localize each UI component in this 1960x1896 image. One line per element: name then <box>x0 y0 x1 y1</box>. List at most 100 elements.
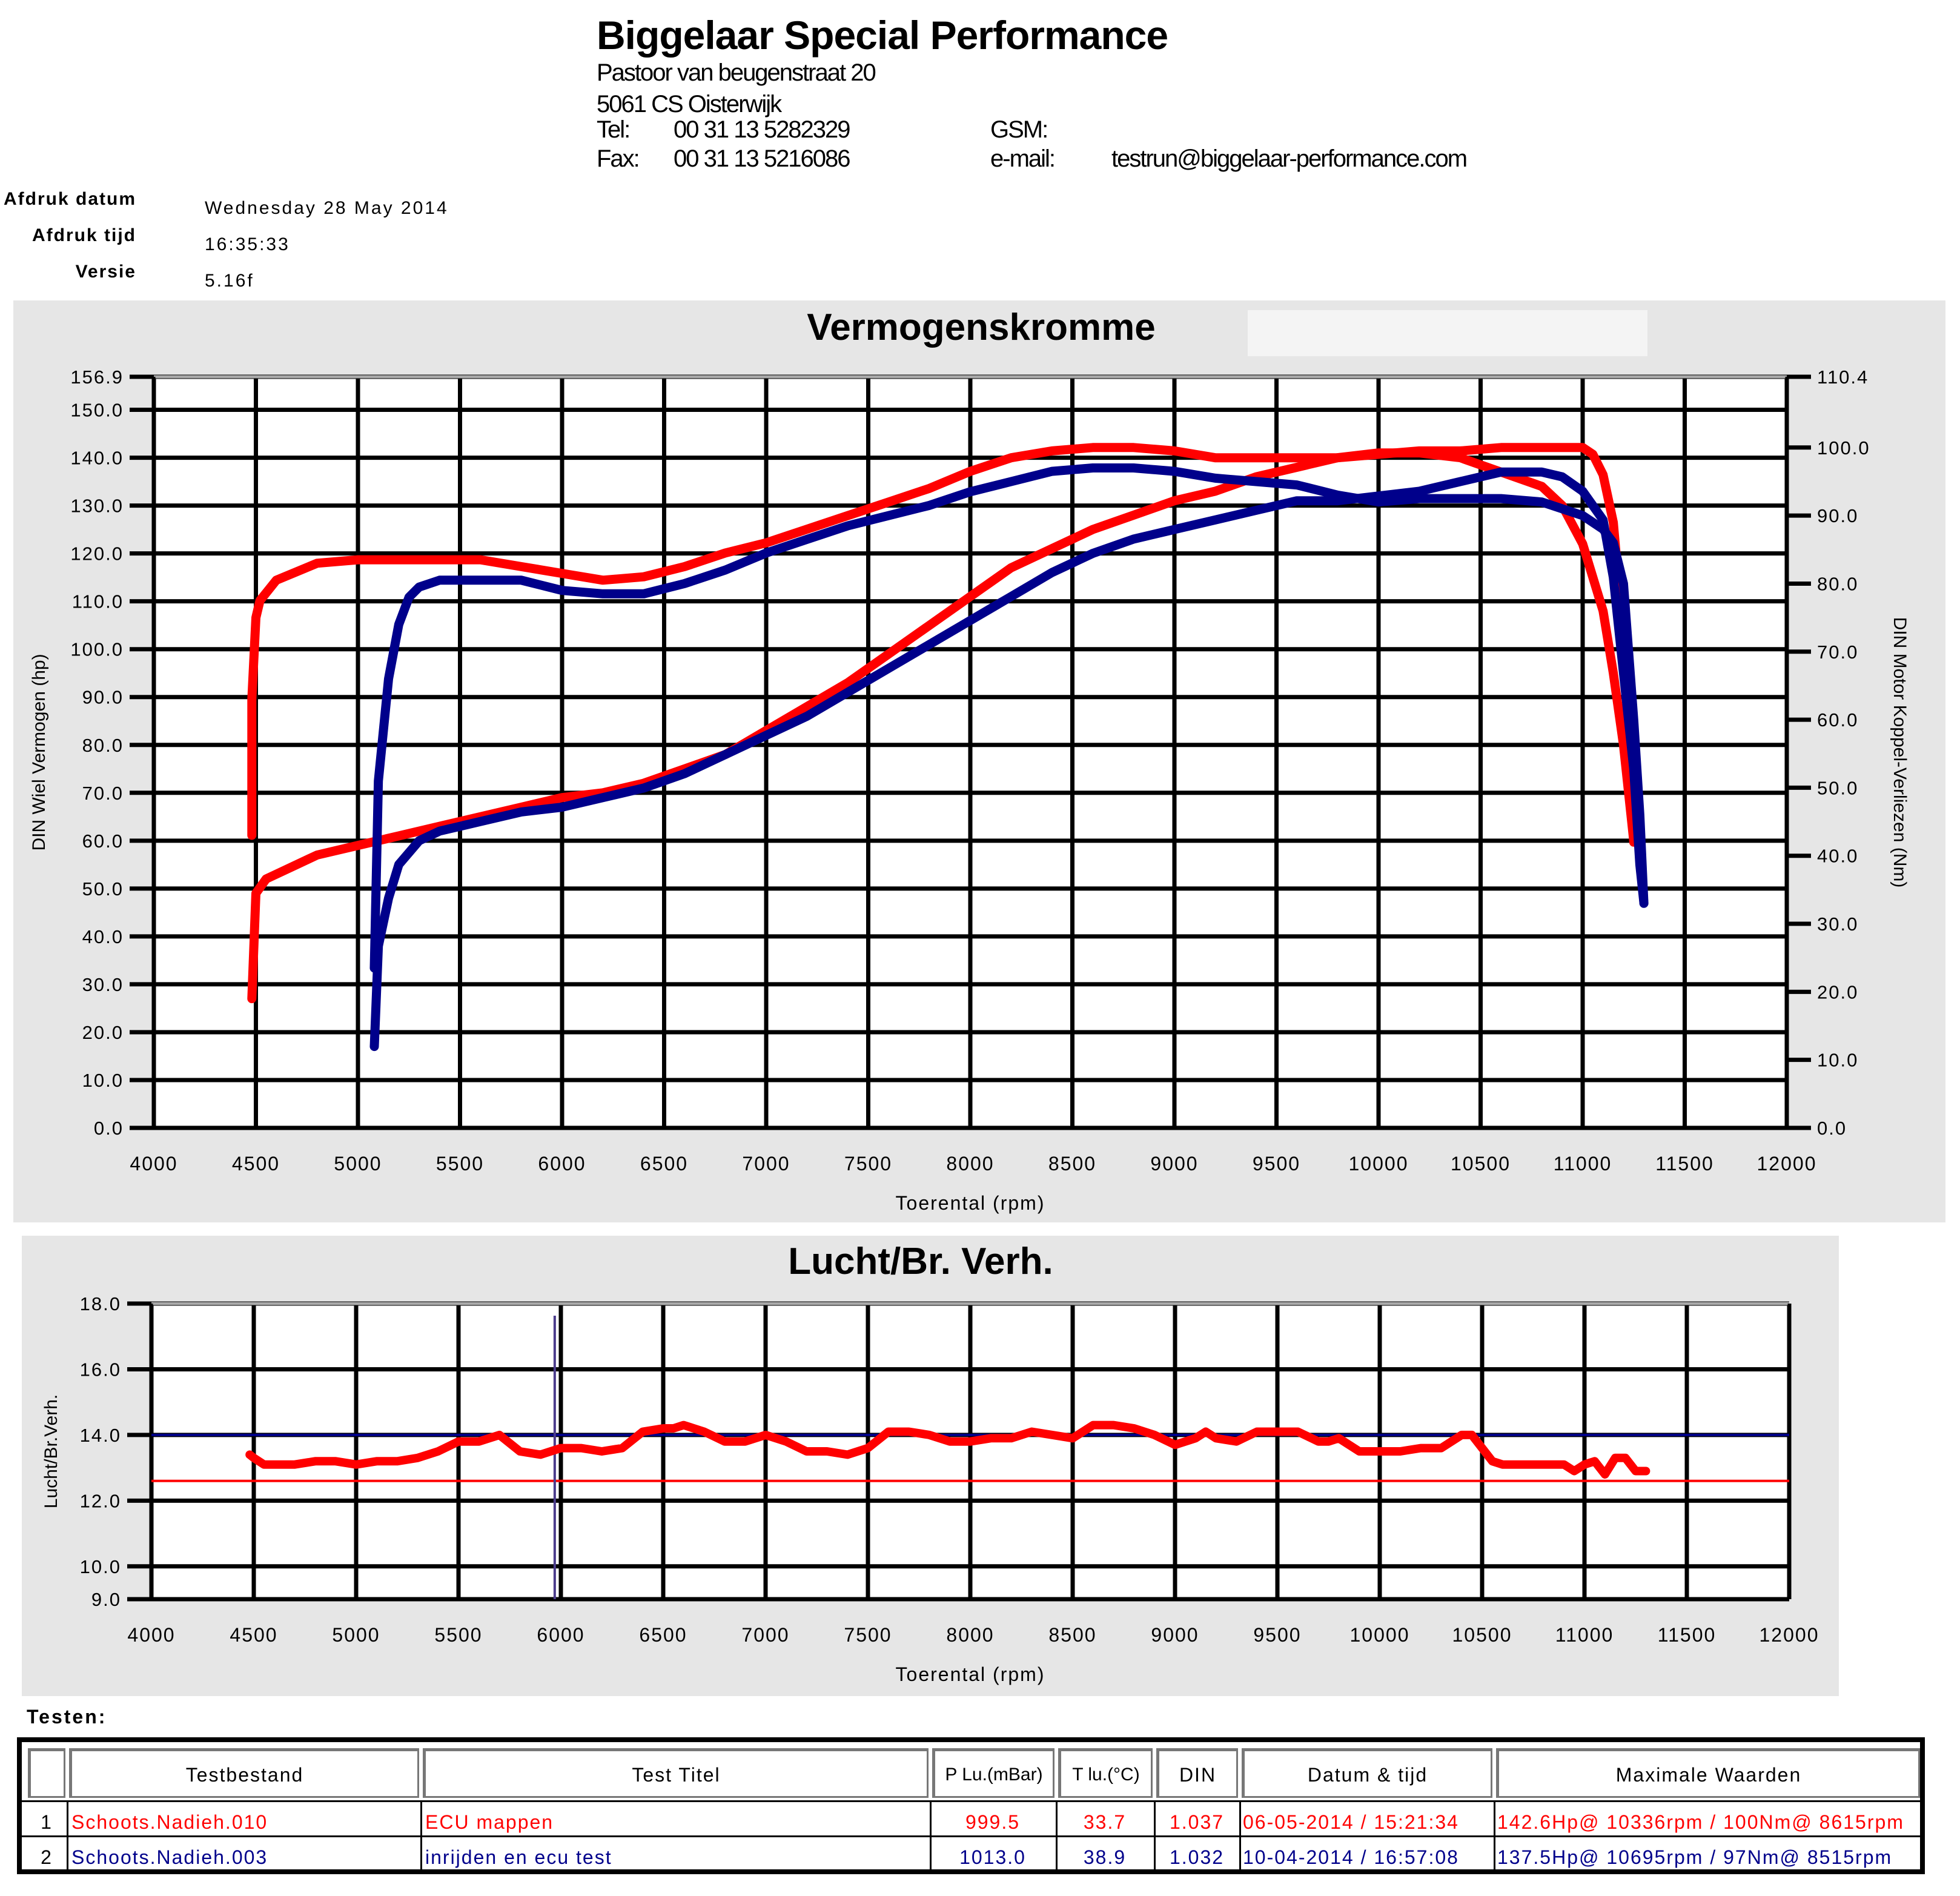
y-tick-label: 18.0 <box>80 1293 121 1314</box>
power-torque-chart: 4000 4500 5000 5500 6000 6500 7000 7500 8000 8500… <box>29 366 1910 1214</box>
x-tick-label: 11000 <box>1555 1624 1614 1646</box>
x-tick-label: 10500 <box>1451 1153 1511 1175</box>
print-time-label: Afdruk tijd <box>32 225 136 245</box>
x-tick-label: 7000 <box>741 1624 789 1646</box>
x-tick-label: 9000 <box>1150 1153 1198 1175</box>
version-label: Versie <box>75 262 136 282</box>
x-axis-label: Toerental (rpm) <box>896 1663 1045 1685</box>
test-title: inrijden en ecu test <box>425 1846 612 1868</box>
col-header-pressure: P Lu.(mBar) <box>932 1748 1054 1798</box>
y-tick-label: 80.0 <box>82 735 124 756</box>
y-tick-label: 16.0 <box>80 1359 121 1380</box>
y-tick-label: 9.0 <box>91 1589 121 1610</box>
y2-tick-label: 80.0 <box>1817 573 1858 594</box>
x-tick-label: 8000 <box>946 1153 994 1175</box>
run1-afr-line <box>245 1420 1650 1479</box>
row-index: 1 <box>41 1811 53 1833</box>
col-divider <box>1056 1800 1058 1872</box>
y-tick-label: 90.0 <box>82 687 124 708</box>
x-tick-label: 7000 <box>742 1153 790 1175</box>
email-value: testrun@biggelaar-performance.com <box>1111 145 1468 172</box>
test-datetime: 06-05-2014 / 15:21:34 <box>1243 1811 1459 1833</box>
x-tick-label: 10000 <box>1350 1624 1410 1646</box>
row-divider <box>22 1800 1920 1802</box>
print-date-label: Afdruk datum <box>4 189 136 209</box>
x-tick-label: 5500 <box>436 1153 484 1175</box>
x-tick-label: 6000 <box>537 1624 584 1646</box>
y2-tick-label: 10.0 <box>1817 1050 1858 1071</box>
x-tick-label: 9500 <box>1253 1153 1300 1175</box>
x-tick-label: 7500 <box>844 1153 892 1175</box>
col-divider <box>1154 1800 1156 1872</box>
run2-torque-line <box>369 463 1649 973</box>
y-tick-label: 60.0 <box>82 830 124 852</box>
y-axis-label: Lucht/Br.Verh. <box>41 1394 61 1508</box>
gsm-label: GSM: <box>990 116 1048 143</box>
x-tick-label: 11500 <box>1655 1153 1714 1175</box>
test-max-values: 142.6Hp@ 10336rpm / 100Nm@ 8615rpm <box>1497 1811 1904 1833</box>
x-tick-label: 5500 <box>434 1624 482 1646</box>
run1-torque-line <box>247 443 1638 847</box>
x-axis-label: Toerental (rpm) <box>896 1192 1045 1214</box>
table-corner-cell <box>28 1748 65 1798</box>
x-tick-label: 9000 <box>1151 1624 1199 1646</box>
x-tick-label: 4000 <box>127 1624 175 1646</box>
y-tick-label: 10.0 <box>80 1556 121 1577</box>
col-divider <box>1239 1800 1241 1872</box>
test-temp: 38.9 <box>1083 1846 1127 1868</box>
col-header-title: Test Titel <box>423 1748 929 1798</box>
col-divider <box>67 1800 68 1872</box>
y-tick-label: 130.0 <box>70 496 124 517</box>
y-tick-label: 20.0 <box>82 1022 124 1043</box>
x-tick-label: 6000 <box>538 1153 586 1175</box>
x-tick-label: 9500 <box>1253 1624 1301 1646</box>
tests-table: Testbestand Test Titel P Lu.(mBar) T lu.… <box>17 1737 1925 1874</box>
y-tick-label: 100.0 <box>70 639 124 660</box>
afr-chart: 4000 4500 5000 5500 6000 6500 7000 7500 8000 8500… <box>41 1293 1819 1685</box>
y-tick-label: 0.0 <box>94 1118 124 1139</box>
y2-tick-label: 90.0 <box>1817 505 1858 526</box>
col-header-max: Maximale Waarden <box>1496 1748 1920 1798</box>
x-tick-label: 5000 <box>334 1153 382 1175</box>
email-label: e-mail: <box>990 145 1056 172</box>
x-tick-label: 10500 <box>1452 1624 1512 1646</box>
row-index: 2 <box>41 1846 53 1868</box>
power-chart-title: Vermogenskromme <box>807 307 1156 348</box>
tel-label: Tel: <box>597 116 631 143</box>
x-tick-label: 6500 <box>639 1624 687 1646</box>
col-header-datetime: Datum & tijd <box>1242 1748 1492 1798</box>
y2-tick-label: 70.0 <box>1817 641 1858 663</box>
company-name: Biggelaar Special Performance <box>597 13 1168 58</box>
x-tick-label: 4500 <box>230 1624 277 1646</box>
x-tick-label: 5000 <box>332 1624 380 1646</box>
test-datetime: 10-04-2014 / 16:57:08 <box>1243 1846 1459 1868</box>
y-tick-label: 40.0 <box>82 926 124 947</box>
x-tick-label: 12000 <box>1760 1624 1819 1646</box>
y-tick-label: 70.0 <box>82 783 124 804</box>
y-tick-label: 30.0 <box>82 974 124 995</box>
col-header-temp: T lu.(°C) <box>1058 1748 1153 1798</box>
x-tick-label: 4500 <box>232 1153 280 1175</box>
y2-tick-label: 60.0 <box>1817 709 1858 731</box>
x-tick-label: 11000 <box>1554 1153 1612 1175</box>
x-tick-label: 8500 <box>1048 1153 1096 1175</box>
x-tick-label: 6500 <box>640 1153 688 1175</box>
test-file[interactable]: Schoots.Nadieh.010 <box>71 1811 268 1833</box>
y-tick-label: 110.0 <box>72 591 124 612</box>
x-tick-label: 8500 <box>1048 1624 1096 1646</box>
y2-tick-label: 30.0 <box>1817 913 1858 935</box>
fax-label: Fax: <box>597 145 640 172</box>
title-banner-patch <box>1248 310 1647 356</box>
test-temp: 33.7 <box>1083 1811 1127 1833</box>
y2-tick-label: 40.0 <box>1817 846 1858 867</box>
test-din: 1.032 <box>1169 1846 1225 1868</box>
test-pressure: 999.5 <box>965 1811 1021 1833</box>
x-tick-label: 10000 <box>1349 1153 1409 1175</box>
y-tick-label: 50.0 <box>82 878 124 900</box>
tests-section-label: Testen: <box>27 1706 107 1728</box>
test-file[interactable]: Schoots.Nadieh.003 <box>71 1846 268 1868</box>
test-title: ECU mappen <box>425 1811 554 1833</box>
y-tick-label: 120.0 <box>70 543 124 565</box>
y-tick-label: 150.0 <box>70 400 124 421</box>
x-tick-label: 8000 <box>946 1624 994 1646</box>
